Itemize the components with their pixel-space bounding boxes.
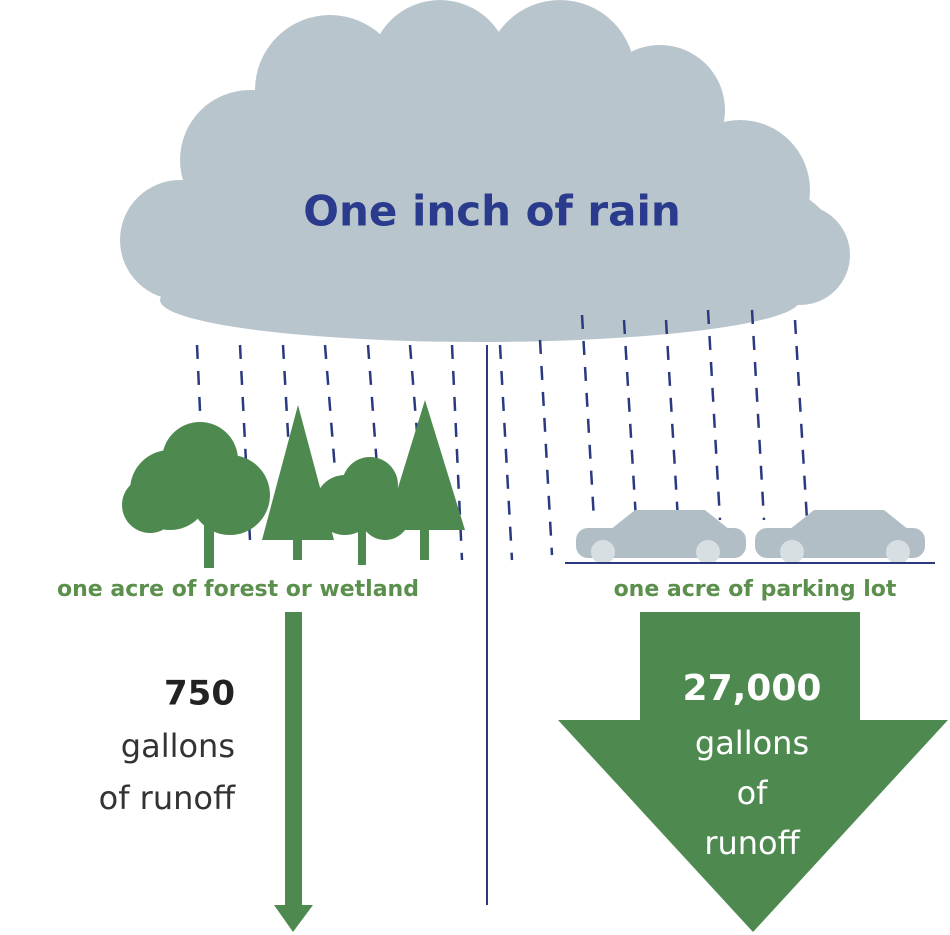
right-label: one acre of parking lot bbox=[614, 577, 897, 602]
raindrop-line bbox=[500, 345, 512, 560]
raindrop-line bbox=[624, 320, 636, 520]
right-line: runoff bbox=[704, 824, 800, 862]
raindrop-line bbox=[666, 320, 678, 520]
raindrop-line bbox=[540, 340, 552, 555]
raindrop-line bbox=[325, 345, 335, 470]
title: One inch of rain bbox=[303, 187, 681, 236]
right-line: of bbox=[737, 774, 769, 812]
trees bbox=[122, 400, 465, 568]
raindrop-line bbox=[752, 310, 764, 520]
cars bbox=[576, 510, 925, 564]
right-line: gallons bbox=[695, 724, 809, 762]
raindrop-line bbox=[582, 315, 594, 520]
raindrop-line bbox=[708, 310, 720, 520]
cloud bbox=[120, 0, 850, 342]
left-line: of runoff bbox=[99, 779, 236, 817]
infographic: One inch of rain one acre of forest or w… bbox=[0, 0, 950, 935]
raindrop-line bbox=[795, 320, 807, 520]
right-amount: 27,000 bbox=[683, 668, 822, 709]
left-line: gallons bbox=[121, 727, 235, 765]
left-label: one acre of forest or wetland bbox=[57, 577, 419, 602]
arrows bbox=[274, 612, 948, 932]
left-amount: 750 bbox=[164, 674, 235, 714]
